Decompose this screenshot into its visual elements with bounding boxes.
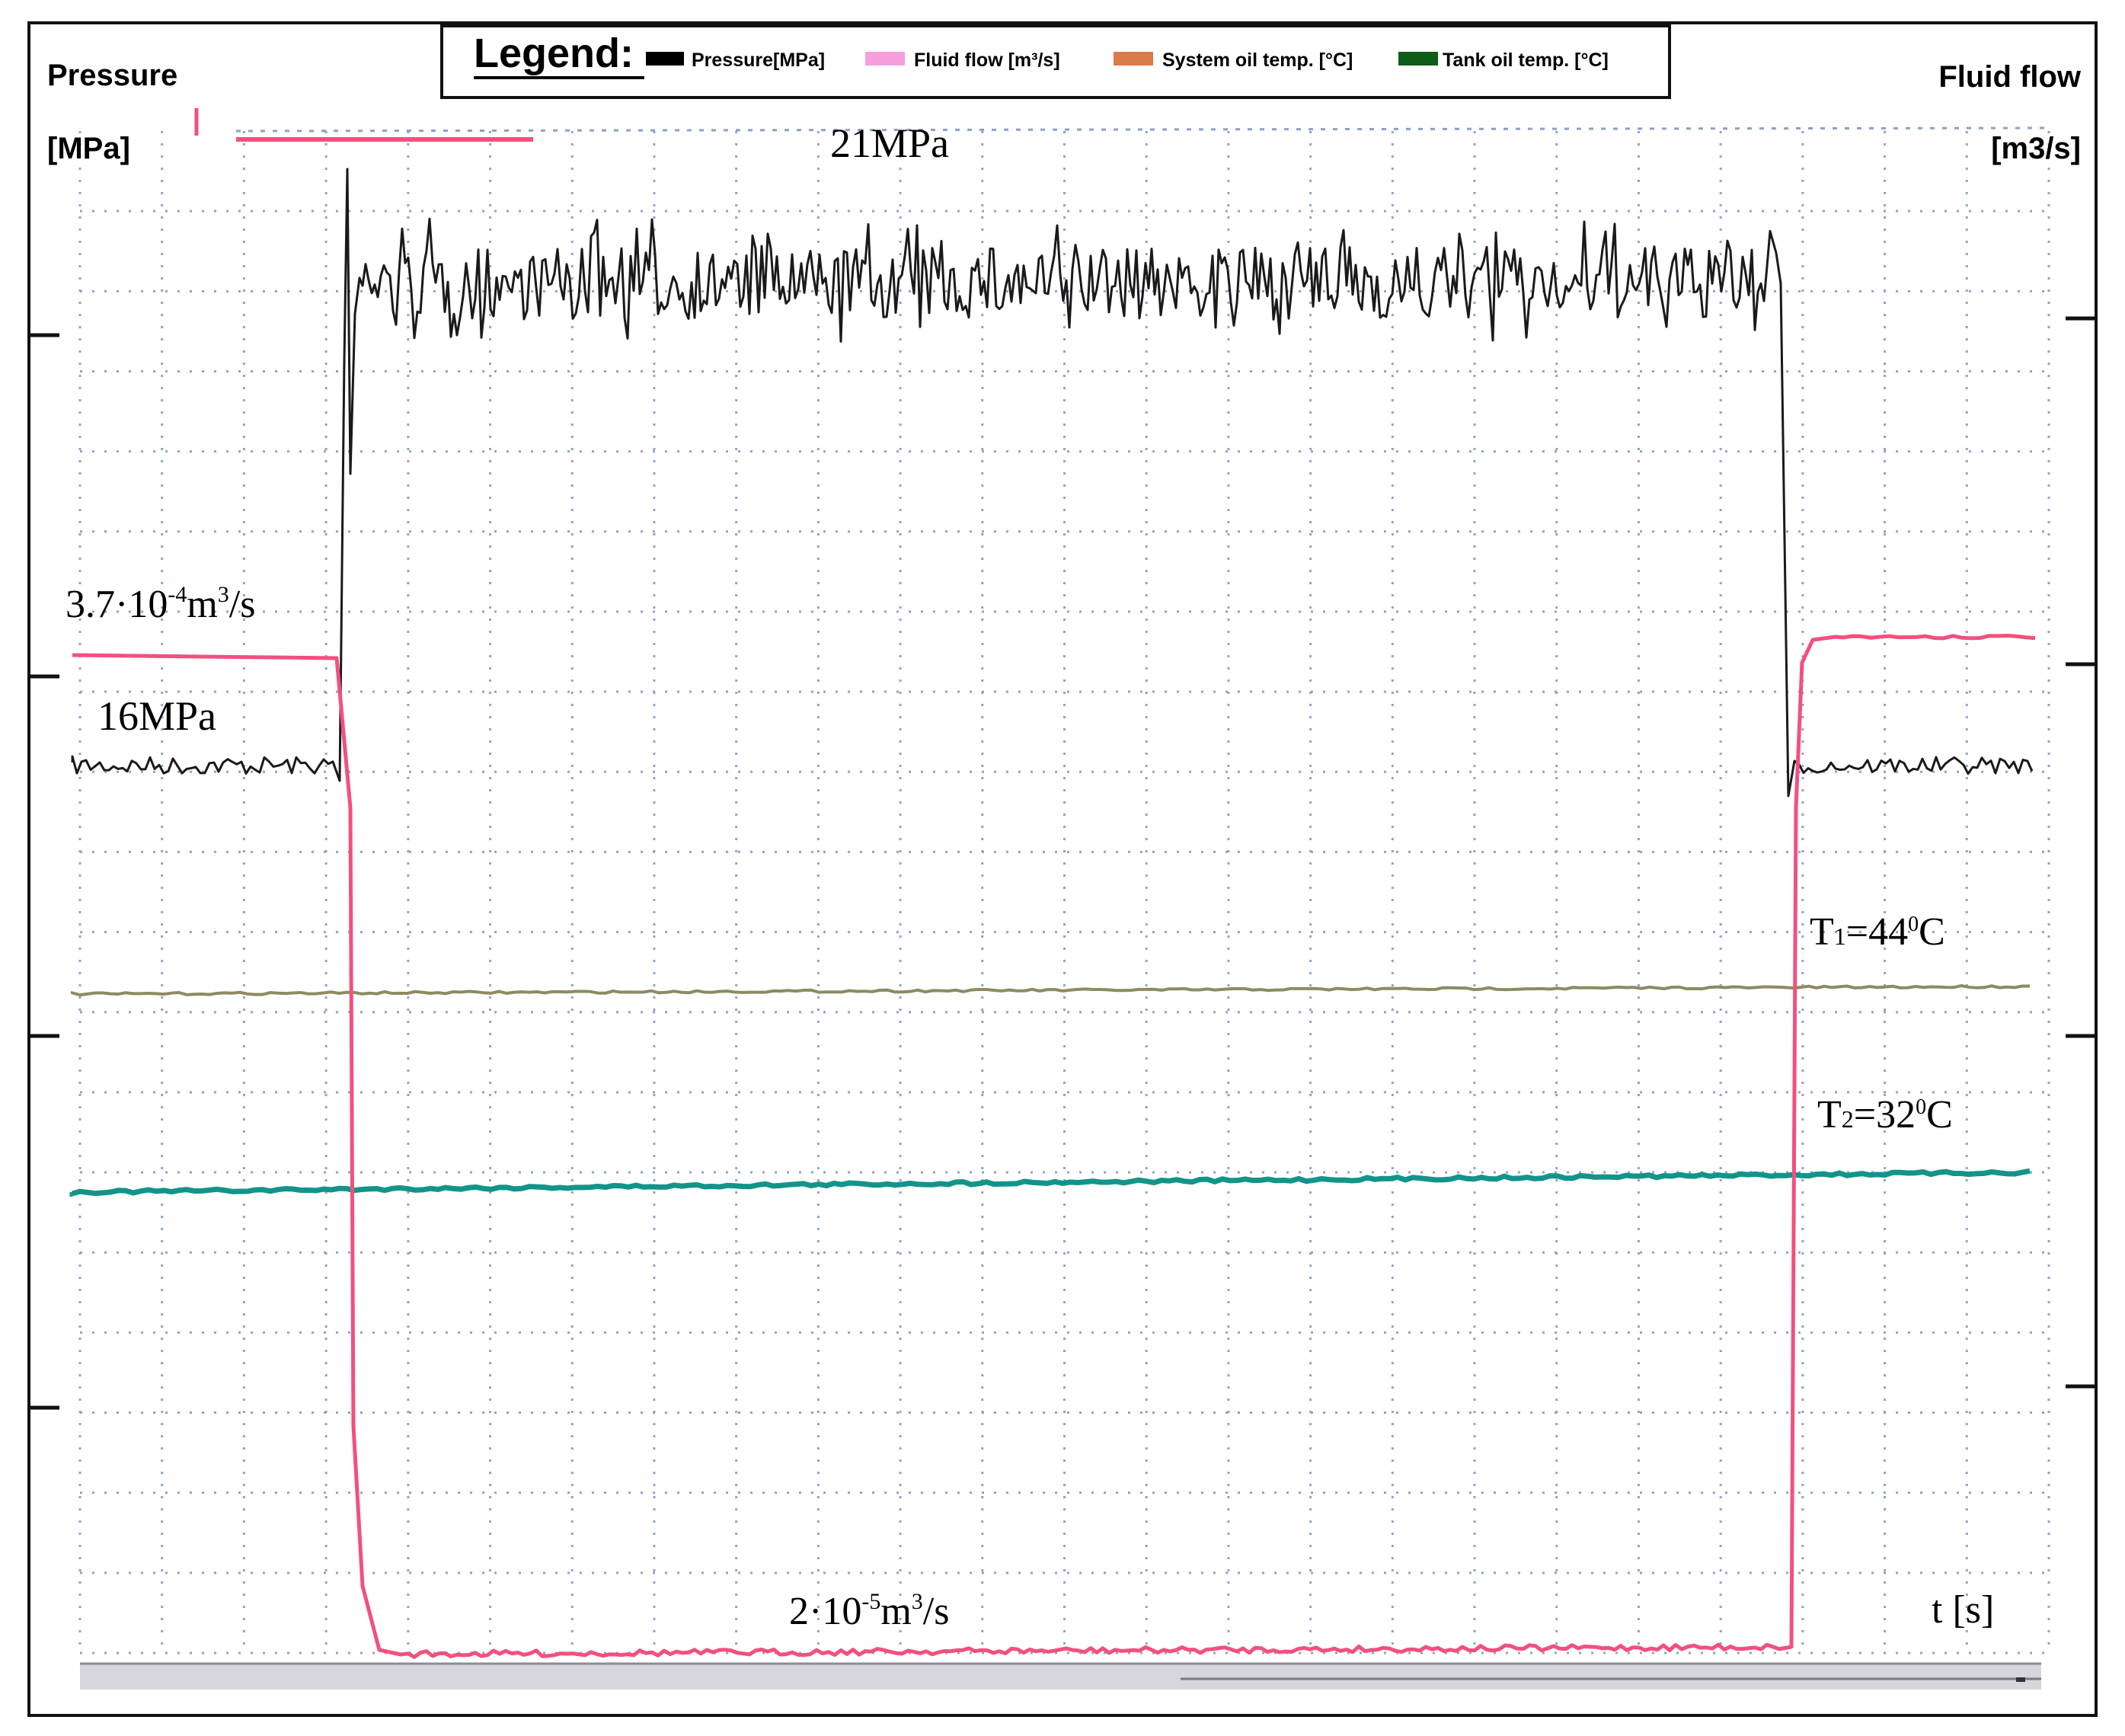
annotation-flow-low-exp: -5 <box>861 1589 880 1614</box>
series-tank-oil-temp <box>69 1168 2031 1197</box>
annotation-flow-low-base: 2·10 <box>789 1590 861 1633</box>
legend-swatch-tank-temp <box>1398 52 1438 66</box>
annotation-t1: T1=440C <box>1810 910 1945 954</box>
legend-title: Legend: <box>474 30 634 76</box>
annotation-pressure-high: 21MPa <box>830 120 949 166</box>
right-axis-unit: [m3/s] <box>1991 132 2081 165</box>
annotation-flow-low-end: /s <box>923 1590 950 1633</box>
series-fluid-flow <box>72 634 2036 1659</box>
legend-swatch-pressure <box>646 52 684 66</box>
annotation-flow-low: 2·10-5m3/s <box>789 1589 949 1633</box>
annotation-t2: T2=320C <box>1817 1093 1953 1137</box>
legend-label-pressure: Pressure[MPa] <box>692 50 825 71</box>
annotation-flow-high-exp: -4 <box>168 582 187 607</box>
legend-swatch-flow <box>865 52 905 66</box>
legend-swatch-system-temp <box>1114 52 1153 66</box>
annotation-pressure-low: 16MPa <box>97 693 216 739</box>
annotation-t2-value: =32 <box>1854 1093 1916 1137</box>
annotation-t2-sup: 0 <box>1916 1095 1926 1119</box>
annotation-t1-unit: C <box>1919 910 1945 954</box>
annotation-flow-high: 3.7·10-4m3/s <box>66 582 255 626</box>
annotation-flow-high-exp2: 3 <box>218 582 229 607</box>
grid <box>78 131 2050 1654</box>
annotation-t1-value: =44 <box>1846 910 1908 954</box>
annotation-flow-low-exp2: 3 <box>912 1589 923 1614</box>
chart-frame <box>27 21 2098 1717</box>
left-axis-title: Pressure <box>47 59 177 92</box>
series-pressure <box>71 168 2034 798</box>
bottom-strip-cap <box>2016 1677 2025 1682</box>
series-system-oil-temp <box>71 984 2031 997</box>
annotation-flow-low-m: m <box>880 1590 911 1633</box>
annotation-flow-high-m: m <box>187 583 217 626</box>
annotation-flow-high-end: /s <box>229 583 256 626</box>
annotation-t2-main: T <box>1817 1093 1842 1137</box>
annotation-t2-sub: 2 <box>1842 1105 1854 1133</box>
x-axis-label: t [s] <box>1932 1588 1994 1632</box>
annotation-t2-unit: C <box>1926 1093 1953 1137</box>
legend-label-system-temp: System oil temp. [°C] <box>1162 50 1353 71</box>
annotation-t1-sub: 1 <box>1834 922 1846 950</box>
legend-label-flow: Fluid flow [m³/s] <box>914 50 1060 71</box>
annotation-flow-high-base: 3.7·10 <box>66 583 168 626</box>
annotation-t1-sup: 0 <box>1908 913 1919 936</box>
bottom-strip <box>80 1664 2041 1690</box>
legend-label-tank-temp: Tank oil temp. [°C] <box>1443 50 1609 71</box>
left-axis-unit: [MPa] <box>47 132 130 165</box>
axis-ticks <box>29 316 2096 1410</box>
legend: Legend: Pressure[MPa] Fluid flow [m³/s] … <box>440 24 1671 99</box>
right-axis-title: Fluid flow <box>1938 60 2082 94</box>
annotation-t1-main: T <box>1810 910 1834 954</box>
